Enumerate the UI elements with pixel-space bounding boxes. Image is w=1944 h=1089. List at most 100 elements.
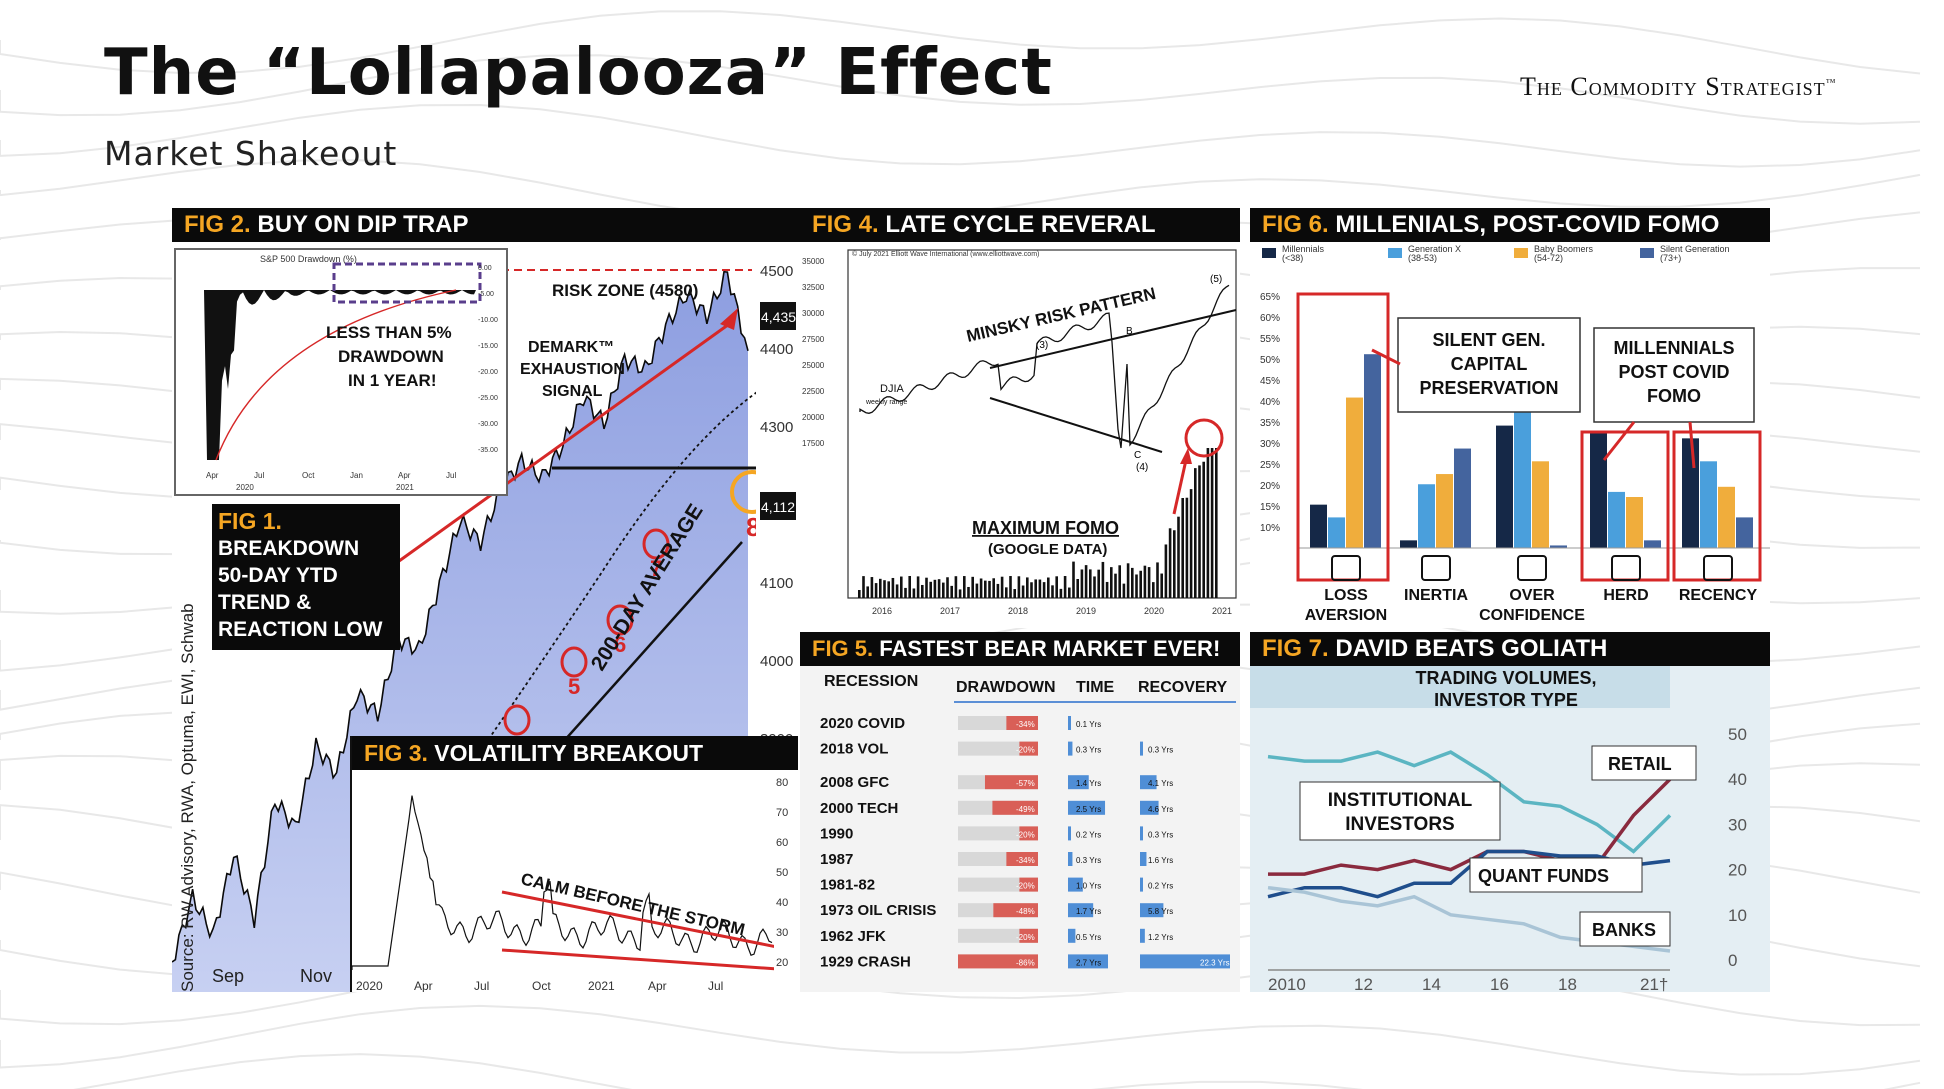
- fig6-y-tick: 60%: [1260, 313, 1280, 324]
- fig6-y-tick: 20%: [1260, 481, 1280, 492]
- legend-swatch: [1388, 248, 1402, 258]
- fig6-bar: [1400, 540, 1417, 548]
- inset-y-tick: -10.00: [478, 317, 498, 324]
- vix-x-tick: Jul: [708, 979, 723, 992]
- fomo-bar: [1165, 544, 1168, 598]
- fomo-bar: [1051, 585, 1054, 598]
- fomo-bar: [992, 578, 995, 598]
- fig6-y-tick: 40%: [1260, 397, 1280, 408]
- fig6-y-tick: 35%: [1260, 418, 1280, 429]
- fomo-bar: [1001, 577, 1004, 598]
- fig2-y-tick: 4000: [760, 653, 793, 670]
- fomo-bar: [1047, 578, 1050, 598]
- category-icon: [1612, 556, 1640, 580]
- fomo-bar: [900, 577, 903, 598]
- fomo-bar: [1173, 530, 1176, 598]
- fig2-y-tick: 4400: [760, 341, 793, 358]
- fig6-bar: [1364, 354, 1381, 548]
- djia-y-tick: 22500: [802, 387, 825, 396]
- fomo-bar: [1114, 574, 1117, 598]
- vix-x-tick: Jul: [474, 979, 489, 992]
- category-label: RECENCY: [1679, 587, 1758, 604]
- time-bar: [1068, 716, 1071, 730]
- inset-note: LESS THAN 5% DRAWDOWN IN 1 YEAR!: [326, 323, 452, 390]
- fomo-bar: [1123, 584, 1126, 598]
- fomo-bar: [1068, 588, 1071, 598]
- fomo-bar: [1064, 576, 1067, 598]
- retail-label: RETAIL: [1608, 754, 1672, 774]
- fig6-bar: [1418, 484, 1435, 548]
- fig6-bar: [1496, 426, 1513, 548]
- recovery-bar: [1140, 742, 1143, 756]
- fomo-bar: [1194, 468, 1197, 598]
- fomo-bar: [875, 583, 878, 598]
- wave-b: B: [1126, 326, 1133, 337]
- fomo-bar: [942, 583, 945, 598]
- fig6-chart: Millennials(<38)Generation X(38-53)Baby …: [1250, 242, 1770, 628]
- vix-y-tick: 30: [776, 927, 788, 939]
- page-title: The “Lollapalooza” Effect: [104, 36, 1053, 110]
- fig6-header: FIG 6. MILLENIALS, POST-COVID FOMO: [1250, 208, 1770, 242]
- fomo-bar: [871, 577, 874, 598]
- time-bar: [1068, 742, 1072, 756]
- djia-x-tick: 2020: [1144, 606, 1164, 616]
- vix-y-tick: 40: [776, 897, 788, 909]
- drawdown-value: -34%: [1016, 720, 1035, 729]
- fig6-bar: [1532, 461, 1549, 548]
- vix-x-tick: 2020: [356, 979, 383, 992]
- fig4-chart: © July 2021 Elliott Wave International (…: [800, 242, 1240, 628]
- fig7-y-tick: 10: [1728, 906, 1747, 925]
- djia-x-tick: 2019: [1076, 606, 1096, 616]
- recovery-value: 0.2 Yrs: [1148, 882, 1173, 891]
- fomo-bar: [1131, 568, 1134, 598]
- fig7-header: FIG 7. DAVID BEATS GOLIATH: [1250, 632, 1770, 666]
- fomo-bar: [1039, 580, 1042, 598]
- fig6-y-tick: 30%: [1260, 439, 1280, 450]
- fomo-bar: [1043, 582, 1046, 598]
- fomo-bar: [858, 590, 861, 598]
- legend-swatch: [1514, 248, 1528, 258]
- fomo-bar: [896, 584, 899, 598]
- page-subtitle: Market Shakeout: [104, 134, 397, 173]
- time-value: 2.5 Yrs: [1076, 805, 1101, 814]
- recession-name: 1973 OIL CRISIS: [820, 902, 936, 919]
- vix-x-tick: 2021: [588, 979, 615, 992]
- category-icon: [1422, 556, 1450, 580]
- fomo-bar: [1190, 489, 1193, 598]
- x-tick-nov: Nov: [300, 966, 332, 986]
- fomo-bar: [892, 578, 895, 598]
- fig6-y-tick: 25%: [1260, 460, 1280, 471]
- time-value: 0.3 Yrs: [1076, 856, 1101, 865]
- fomo-arrow: [1174, 460, 1186, 514]
- recession-name: 2018 VOL: [820, 741, 888, 758]
- fomo-bar: [988, 581, 991, 598]
- fomo-bar: [1055, 576, 1058, 598]
- drawdown-value: -20%: [1016, 882, 1035, 891]
- col-time: TIME: [1076, 679, 1115, 696]
- fomo-bar: [921, 585, 924, 598]
- fomo-bar: [1202, 462, 1205, 598]
- demark-label: DEMARK™ EXHAUSTION SIGNAL: [520, 339, 625, 400]
- time-value: 1.7 Yrs: [1076, 907, 1101, 916]
- fig6-y-tick: 65%: [1260, 292, 1280, 303]
- recession-name: 1987: [820, 851, 853, 868]
- fomo-bar: [980, 578, 983, 598]
- recovery-value: 0.3 Yrs: [1148, 830, 1173, 839]
- fomo-bar: [904, 588, 907, 598]
- fomo-bar: [1030, 582, 1033, 598]
- time-bar: [1068, 852, 1072, 866]
- fomo-bar: [1148, 567, 1151, 598]
- time-value: 0.3 Yrs: [1076, 746, 1101, 755]
- fig6-y-tick: 15%: [1260, 502, 1280, 513]
- drawdown-value: -49%: [1016, 805, 1035, 814]
- inset-y-tick: -15.00: [478, 343, 498, 350]
- fomo-sublabel: (GOOGLE DATA): [988, 541, 1107, 558]
- recovery-value: 22.3 Yrs: [1200, 958, 1230, 967]
- dip-marker-label: 5: [568, 674, 580, 699]
- fomo-bar: [1102, 562, 1105, 598]
- fig6-bar: [1590, 431, 1607, 548]
- legend-range: (<38): [1282, 253, 1303, 263]
- fig2-y-tick: 4500: [760, 263, 793, 280]
- fomo-bar: [1181, 498, 1184, 598]
- col-drawdown: DRAWDOWN: [956, 679, 1056, 696]
